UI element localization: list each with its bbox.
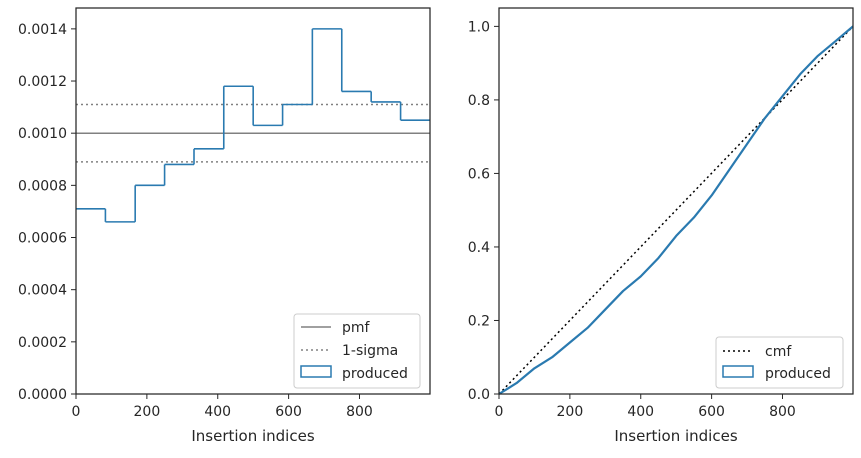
- left-x-tick-label: 600: [275, 404, 302, 420]
- right-axis-ticks: 0 200 400 600 800 0.0 0.2 0.4 0.6 0.8 1.0: [468, 19, 796, 420]
- right-panel: 0 200 400 600 800 0.0 0.2 0.4 0.6 0.8 1.0 Insertio…: [468, 7, 854, 445]
- right-x-tick-label: 600: [698, 404, 725, 420]
- left-y-tick-label: 0.0014: [18, 22, 67, 38]
- right-legend: cmf produced: [715, 336, 844, 389]
- pmf-legend-label: pmf: [342, 320, 371, 336]
- left-legend-box: [293, 313, 421, 389]
- left-x-tick-label: 200: [134, 404, 161, 420]
- right-series: [498, 25, 854, 395]
- left-axes-frame: [75, 7, 431, 395]
- right-y-tick-label: 0.0: [468, 387, 490, 403]
- produced-cmf-legend-swatch: [722, 365, 754, 378]
- left-y-tick-label: 0.0010: [18, 126, 67, 142]
- cmf-legend-label: cmf: [765, 344, 792, 360]
- left-legend: pmf 1-sigma produced: [293, 313, 421, 389]
- left-x-tick-label: 400: [204, 404, 231, 420]
- left-series: [76, 28, 430, 223]
- right-y-tick-label: 0.2: [468, 313, 490, 329]
- left-y-tick-label: 0.0000: [18, 387, 67, 403]
- left-y-tick-label: 0.0006: [18, 231, 67, 247]
- left-x-tick-label: 800: [346, 404, 373, 420]
- right-x-tick-label: 400: [627, 404, 654, 420]
- produced-cmf-legend-label: produced: [765, 366, 831, 382]
- right-y-tick-label: 0.8: [468, 93, 490, 109]
- right-y-tick-label: 1.0: [468, 19, 490, 35]
- left-y-tick-label: 0.0012: [18, 74, 67, 90]
- right-x-axis-label: Insertion indices: [614, 427, 737, 445]
- left-y-tick-label: 0.0002: [18, 335, 67, 351]
- produced-legend-swatch: [300, 365, 332, 378]
- left-x-axis-label: Insertion indices: [191, 427, 314, 445]
- right-y-tick-label: 0.4: [468, 240, 490, 256]
- sigma-legend-label: 1-sigma: [342, 343, 398, 359]
- produced-cumulative-line: [498, 25, 854, 395]
- right-x-tick-label: 200: [557, 404, 584, 420]
- left-x-tick-label: 0: [72, 404, 81, 420]
- right-legend-box: [715, 336, 844, 389]
- cmf-line: [498, 25, 854, 395]
- right-axes-frame: [498, 7, 854, 395]
- left-y-tick-label: 0.0004: [18, 283, 67, 299]
- produced-legend-label: produced: [342, 366, 408, 382]
- left-axis-ticks: 0 200 400 600 800 0.0000 0.0002 0.0004 0.0006 0.0…: [18, 22, 373, 420]
- right-y-tick-label: 0.6: [468, 166, 490, 182]
- right-x-tick-label: 0: [495, 404, 504, 420]
- left-panel: 0 200 400 600 800 0.0000 0.0002 0.0004 0.0006 0.0…: [18, 7, 431, 445]
- left-y-tick-label: 0.0008: [18, 178, 67, 194]
- right-x-tick-label: 800: [769, 404, 796, 420]
